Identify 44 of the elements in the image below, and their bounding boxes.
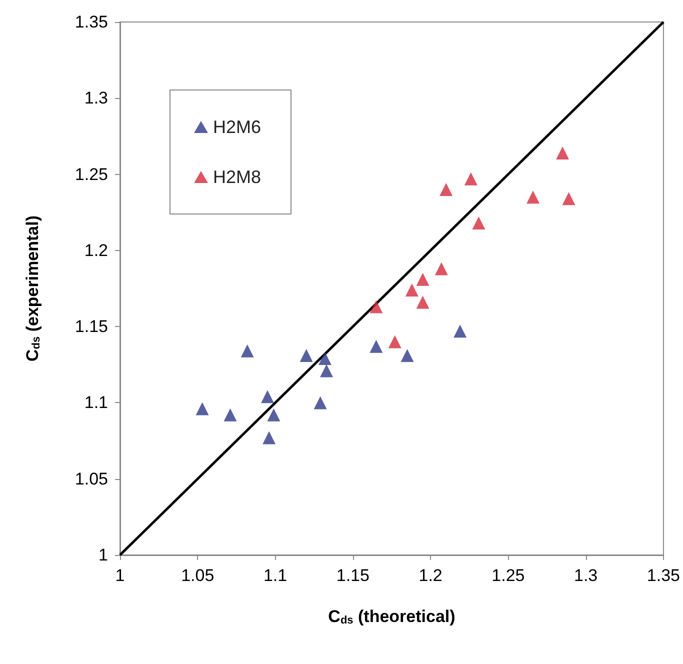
point xyxy=(320,364,334,378)
point xyxy=(400,349,414,362)
point xyxy=(526,190,540,204)
point xyxy=(440,183,453,196)
point xyxy=(464,172,478,186)
y-tick-label: 1.25 xyxy=(74,164,108,184)
y-tick-label: 1.05 xyxy=(74,469,108,488)
x-tick-label: 1.35 xyxy=(646,566,680,585)
point xyxy=(370,300,383,314)
point xyxy=(562,192,576,206)
point xyxy=(267,408,280,422)
legend-label: H2M8 xyxy=(213,167,262,187)
y-tick-label: 1.35 xyxy=(74,12,108,32)
x-tick-label: 1.05 xyxy=(181,566,214,585)
y-tick-label: 1.3 xyxy=(84,88,108,108)
point xyxy=(300,349,313,362)
legend-label: H2M6 xyxy=(213,117,262,137)
y-axis-title: Cds (experimental) xyxy=(23,215,42,362)
x-tick-label: 1 xyxy=(115,566,125,585)
point xyxy=(434,262,448,276)
point xyxy=(388,335,402,348)
point xyxy=(314,396,327,410)
point xyxy=(318,352,332,366)
point xyxy=(196,402,209,416)
point xyxy=(262,431,276,444)
x-tick-label: 1.3 xyxy=(574,566,598,585)
point xyxy=(240,344,254,358)
point xyxy=(416,296,430,309)
x-tick-label: 1.2 xyxy=(418,566,442,585)
x-tick-label: 1.15 xyxy=(336,566,370,585)
point xyxy=(261,390,274,404)
point xyxy=(405,284,418,297)
point xyxy=(472,216,486,230)
y-tick-label: 1.15 xyxy=(74,317,108,336)
point xyxy=(454,324,467,338)
y-tick-label: 1.2 xyxy=(84,240,108,260)
x-tick-label: 1.1 xyxy=(263,566,288,585)
x-tick-label: 1.25 xyxy=(492,566,525,585)
point xyxy=(370,340,383,353)
point xyxy=(224,408,237,422)
point xyxy=(556,146,570,160)
y-tick-label: 1 xyxy=(98,546,108,564)
y-tick-label: 1.1 xyxy=(84,393,108,412)
point xyxy=(416,272,430,286)
